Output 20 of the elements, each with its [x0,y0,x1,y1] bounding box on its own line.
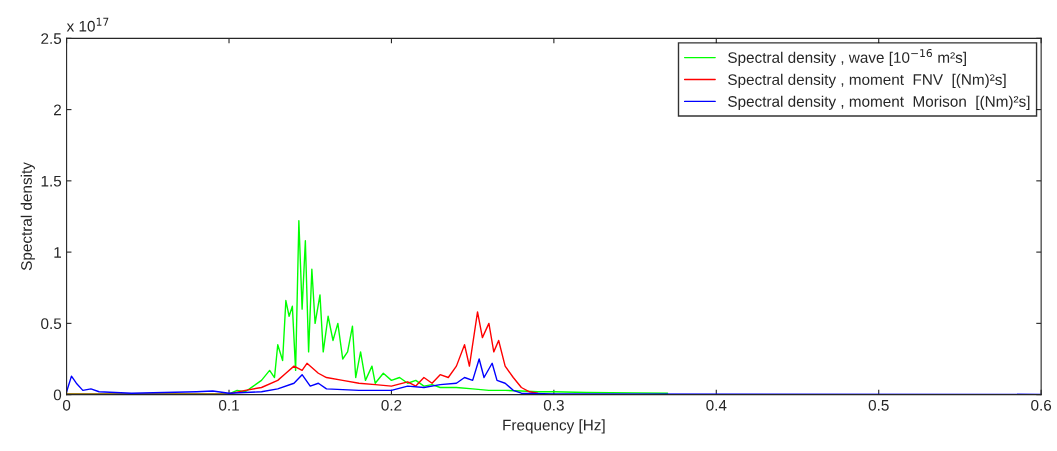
line-series [66,311,539,395]
x-tick-label: 0.6 [1031,399,1052,411]
y-tick-label: 0.5 [41,318,62,330]
x-tick-label: 0.4 [706,399,727,411]
y-tick-label: 0 [53,389,62,401]
x-tick-label: 0.3 [543,399,564,411]
y-tick-label: 2 [54,104,61,116]
x-axis-title: Frequency [Hz] [503,419,605,434]
text: x 10$^{17}$ [66,17,109,32]
y-tick-label: 2.5 [41,33,62,45]
y-axis-title: Spectral density [20,162,35,271]
x-tick-label: 0.1 [219,399,239,411]
x-tick-label: 0.2 [381,399,402,411]
legend-label: Spectral density , moment FNV [(Nm)²s] [728,73,1006,89]
legend-label: Spectral density , wave [10$^{−16}$ m²s] [728,49,966,66]
y-tick-label: 1.5 [41,175,62,187]
x-tick-label: 0 [62,399,71,411]
x-tick-label: 0.5 [868,399,889,411]
y-tick-label: 1 [54,247,61,258]
legend-label: Spectral density , moment Morison [(Nm)²s] [728,95,1030,110]
